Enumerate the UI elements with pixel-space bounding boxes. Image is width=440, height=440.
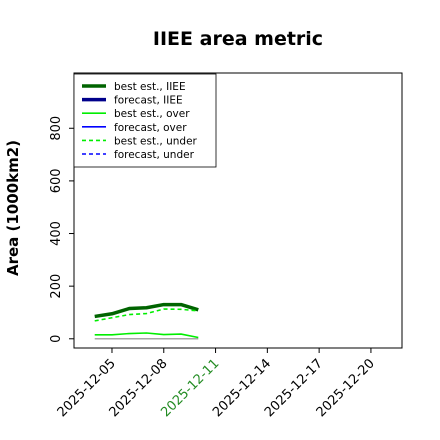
y-tick-label: 600 (49, 168, 64, 193)
series-layer (94, 302, 199, 340)
plot-frame (73, 72, 403, 349)
series-line-0 (94, 302, 199, 319)
y-axis-label: Area (1000km2) (4, 140, 22, 276)
y-tick-label: 400 (49, 221, 64, 246)
x-axis-ticks: 2025-12-052025-12-082025-12-112025-12-14… (55, 348, 378, 420)
y-axis-ticks: 0 200 400 600 800 (49, 116, 74, 343)
series-line-4 (94, 308, 199, 322)
legend-box (73, 73, 217, 168)
legend-label: forecast, under (114, 149, 195, 161)
legend-label: best est., under (114, 135, 198, 147)
chart-title: IIEE area metric (153, 28, 323, 50)
series-line-2 (94, 332, 199, 339)
legend-label: best est., over (114, 108, 190, 120)
y-tick-label: 800 (49, 116, 64, 141)
legend-label: best est., IIEE (114, 81, 186, 93)
y-tick-label: 0 (49, 335, 64, 343)
legend-label: forecast, over (114, 122, 187, 134)
y-tick-label: 200 (49, 274, 64, 299)
legend-label: forecast, IIEE (114, 95, 183, 107)
